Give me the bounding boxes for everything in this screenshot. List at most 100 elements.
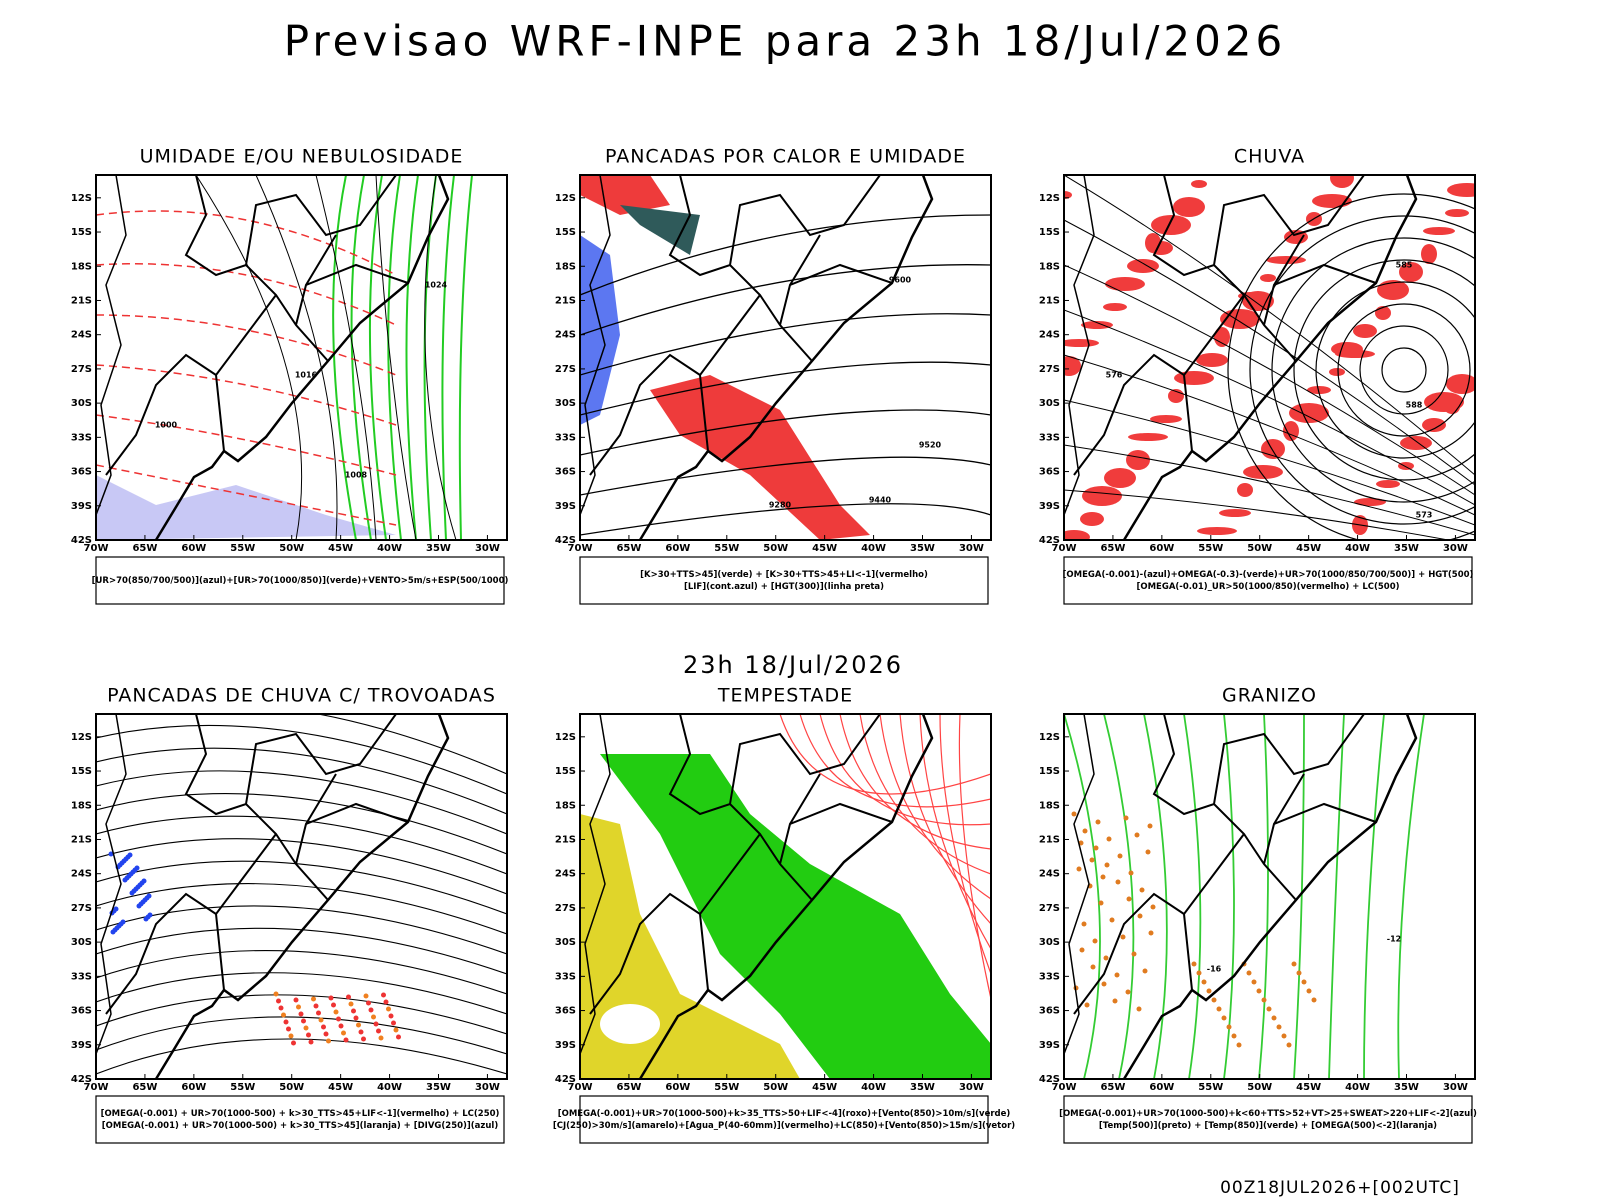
- lat-label: 24S: [555, 330, 576, 341]
- red-rain: [1354, 498, 1386, 506]
- lon-label: 40W: [861, 543, 886, 554]
- map-area: -12 -16: [1064, 714, 1475, 1079]
- map-frame: [1063, 713, 1476, 1080]
- red-dot: [286, 1026, 291, 1032]
- orange-dot: [1082, 828, 1088, 834]
- lat-label: 36S: [1039, 1006, 1060, 1017]
- red-dot: [333, 1009, 339, 1015]
- legend-box: [579, 1095, 989, 1144]
- orange-dot: [1271, 1015, 1277, 1021]
- map-frame: [95, 174, 508, 541]
- dark-area: [620, 205, 700, 255]
- streamline: [96, 883, 507, 935]
- legend-text: [OMEGA(-0.01)_UR>50(1000/850)(vermelho) …: [1136, 582, 1399, 592]
- red-dot: [396, 1034, 401, 1040]
- orange-dot: [1145, 849, 1151, 855]
- red-dot: [358, 1029, 364, 1035]
- lat-label: 21S: [1039, 834, 1060, 845]
- lat-label: 15S: [555, 227, 576, 238]
- legend-box: [95, 556, 505, 605]
- map-area: 585 588 576 573: [1064, 175, 1475, 540]
- red-dot: [368, 1007, 374, 1013]
- green-contour: [458, 175, 473, 540]
- lat-label: 30S: [1039, 937, 1060, 948]
- map-panel: PANCADAS DE CHUVA C/ TROVOADAS 12S 15S 18S 2…: [71, 685, 508, 1144]
- orange-dot: [1291, 961, 1297, 967]
- orange-dot: [1131, 951, 1137, 957]
- lat-label: 27S: [555, 903, 576, 914]
- orange-dot: [1150, 904, 1156, 910]
- contour-label: -16: [1207, 965, 1222, 974]
- white-area: [600, 1004, 660, 1044]
- orange-dot: [1139, 887, 1145, 893]
- map-panel: UMIDADE E/OU NEBULOSIDADE 1024 1016 1008 100…: [71, 146, 508, 605]
- red-contour: [96, 314, 397, 376]
- isobar: [255, 175, 338, 540]
- orange-dot: [1084, 1002, 1090, 1008]
- contour-label: 585: [1396, 261, 1413, 270]
- red-rain: [1151, 215, 1191, 235]
- lat-label: 24S: [555, 869, 576, 880]
- red-dot: [308, 1039, 314, 1045]
- lat-label: 27S: [71, 903, 92, 914]
- lon-label: 35W: [910, 543, 935, 554]
- footer: 00Z18JUL2026+[002UTC]: [1220, 1178, 1460, 1198]
- red-dot: [318, 1017, 324, 1023]
- red-dot: [328, 995, 334, 1001]
- blue-dot: [134, 865, 140, 871]
- hgt-contour: [580, 456, 991, 496]
- map-area: 9600 9520 9440 9280: [580, 175, 991, 540]
- orange-dot: [1092, 938, 1098, 944]
- legend-text: [OMEGA(-0.001) + UR>70(1000-500) + k>30_…: [102, 1121, 499, 1131]
- hgt-contour: [1064, 489, 1451, 540]
- streamline: [96, 724, 507, 795]
- red-dot: [303, 1025, 309, 1031]
- legend-box: [579, 556, 989, 605]
- lon-label: 60W: [1149, 1082, 1174, 1093]
- blue-dot: [127, 852, 133, 858]
- orange-dot: [1276, 1024, 1282, 1030]
- streamline: [96, 838, 507, 895]
- legend-box: [95, 1095, 505, 1144]
- lon-label: 60W: [1149, 543, 1174, 554]
- lon-label: 50W: [279, 543, 304, 554]
- orange-dot: [1266, 1006, 1272, 1012]
- lon-label: 35W: [910, 1082, 935, 1093]
- lat-label: 15S: [71, 227, 92, 238]
- orange-dot: [1098, 900, 1104, 906]
- red-dot: [361, 1036, 366, 1042]
- orange-dot: [1136, 1006, 1142, 1012]
- subtitle: 23h 18/Jul/2026: [683, 651, 903, 679]
- legend-text: [OMEGA(-0.001) + UR>70(1000-500) + k>30_…: [101, 1109, 500, 1119]
- orange-dot: [1211, 997, 1217, 1003]
- orange-dot: [1201, 979, 1207, 985]
- map-panel: PANCADAS POR CALOR E UMIDADE 9600 9520 9440…: [555, 146, 992, 605]
- lat-label: 42S: [1039, 535, 1060, 546]
- lon-label: 45W: [1296, 1082, 1321, 1093]
- lon-label: 40W: [1345, 1082, 1370, 1093]
- red-dot: [381, 992, 386, 998]
- red-contour: [958, 714, 991, 1000]
- lat-label: 36S: [71, 467, 92, 478]
- blue-dot: [141, 878, 147, 884]
- orange-dot: [1117, 853, 1123, 859]
- temp850: [1183, 714, 1202, 1079]
- red-rain: [1219, 509, 1251, 517]
- lat-label: 24S: [71, 869, 92, 880]
- orange-dot: [1301, 979, 1307, 985]
- red-dot: [366, 1000, 371, 1006]
- red-contour: [899, 714, 991, 925]
- red-dot: [356, 1022, 361, 1028]
- hgt-contour: [580, 313, 991, 376]
- red-dot: [273, 991, 279, 997]
- lon-label: 65W: [616, 543, 641, 554]
- orange-dot: [1206, 988, 1212, 994]
- streamline: [96, 1016, 507, 1055]
- temp850: [1258, 714, 1269, 1079]
- blue-dot: [108, 851, 114, 857]
- lat-label: 24S: [1039, 869, 1060, 880]
- red-contour: [96, 263, 397, 326]
- legend-text: [Temp(500)](preto) + [Temp(850)](verde) …: [1099, 1121, 1437, 1131]
- lat-label: 42S: [555, 535, 576, 546]
- green-contour: [441, 175, 455, 540]
